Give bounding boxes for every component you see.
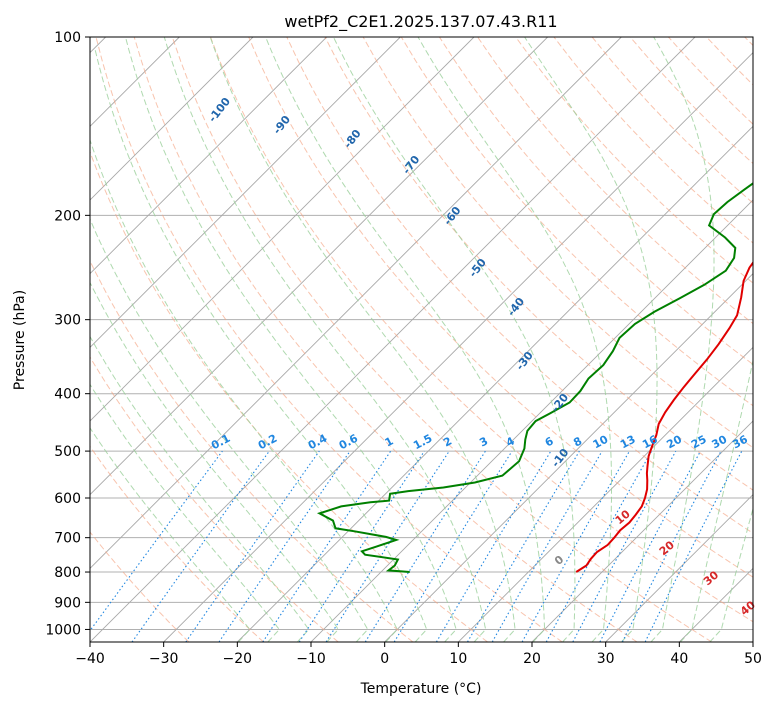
moist-adiabat-24 (332, 37, 576, 642)
y-tick-label: 800 (54, 565, 81, 581)
mixing-ratio-line-13 (521, 450, 630, 642)
x-axis-label: Temperature (°C) (360, 681, 482, 697)
y-tick-label: 700 (54, 531, 81, 547)
dry-adiabat-50 (210, 37, 753, 623)
moist-adiabat-0 (90, 138, 398, 642)
mixing-ratio-line-4 (393, 450, 513, 642)
isotherm--90 (90, 37, 327, 275)
x-axis: −40 −30 −20 −10 0 10 20 30 40 50 (75, 642, 762, 667)
y-tick-label: 200 (54, 208, 81, 224)
x-tick-label: 50 (744, 651, 762, 667)
mixing-ratio-line-1.5 (298, 450, 425, 642)
y-axis: 100 200 300 400 500 600 700 800 900 1000 (45, 30, 90, 638)
mixing-ratio-line-1 (262, 450, 392, 642)
moist-adiabat-36 (650, 37, 715, 642)
dry-adiabat-0 (90, 259, 414, 642)
moist-adiabat-4 (94, 49, 428, 642)
isotherm--30 (163, 52, 753, 642)
x-tick-label: 20 (523, 651, 541, 667)
mixing-ratio-label: 13 (618, 433, 638, 452)
mixing-ratio-line-20 (572, 450, 677, 642)
moist-adiabat--4 (90, 217, 369, 642)
temperature-line (575, 261, 753, 573)
moist-adiabat-12 (163, 37, 487, 642)
profile-lines (316, 182, 753, 573)
isotherm-30 (605, 494, 753, 642)
isotherm--40 (90, 37, 696, 642)
mixing-ratio-line-0.1 (90, 450, 223, 632)
y-tick-label: 900 (54, 595, 81, 611)
chart-title: wetPf2_C2E1.2025.137.07.43.R11 (284, 12, 557, 32)
moist-adiabat-20 (265, 37, 546, 642)
mixing-ratio-label: 36 (730, 433, 750, 452)
skewed-isotherms (90, 37, 753, 642)
dewpoint-line (316, 182, 753, 573)
dry-adiabat-40 (171, 37, 712, 642)
mixing-ratio-line-0.4 (185, 450, 320, 642)
moist-adiabats (90, 37, 753, 642)
mixing-ratio-label: 20 (664, 433, 684, 452)
y-tick-label: 400 (54, 387, 81, 403)
y-tick-label: 100 (54, 30, 81, 46)
moist-adiabat--12 (90, 335, 310, 642)
mixing-ratio-line-0.2 (131, 450, 270, 642)
mixing-ratio-label: 30 (710, 433, 730, 452)
y-axis-label: Pressure (hPa) (12, 290, 28, 390)
x-tick-label: −20 (223, 651, 253, 667)
moist-adiabat--8 (90, 281, 339, 642)
y-tick-label: 500 (54, 444, 81, 460)
mixing-ratio-line-2 (325, 450, 450, 642)
x-tick-label: −30 (149, 651, 179, 667)
moist-adiabat-32 (524, 37, 658, 642)
dry-adiabat-110 (438, 37, 753, 366)
mixing-ratio-label: 10 (591, 433, 611, 452)
isotherm--80 (90, 37, 401, 348)
isotherm-0 (384, 273, 753, 642)
mixing-ratio-line-0.6 (218, 450, 351, 642)
moist-adiabat--20 (90, 427, 251, 642)
isotherm-10 (458, 346, 753, 642)
dry-adiabat-20 (95, 37, 563, 642)
mixing-ratio-label: 16 (640, 433, 660, 452)
isotherm--20 (237, 125, 753, 642)
isobar-gridlines (90, 37, 753, 630)
dry-adiabat-70 (286, 37, 753, 534)
moist-adiabat-16 (209, 37, 516, 642)
x-tick-label: −10 (296, 651, 326, 667)
moist-adiabat--16 (90, 383, 281, 642)
x-tick-label: 40 (670, 651, 688, 667)
moist-adiabat-28 (417, 37, 612, 642)
y-tick-label: 300 (54, 313, 81, 329)
plot-frame (89, 36, 754, 643)
moist-adiabat-8 (125, 37, 457, 642)
isotherm--100 (90, 37, 254, 201)
plot-background (90, 37, 753, 642)
mixing-ratio-line-36 (644, 450, 743, 642)
dry-adiabat-100 (400, 37, 753, 407)
x-tick-label: −40 (75, 651, 105, 667)
y-tick-label: 1000 (45, 622, 81, 638)
dry-adiabats (90, 37, 753, 642)
dry-adiabat-10 (90, 150, 488, 642)
dry-adiabat--20 (90, 445, 264, 642)
isotherm-50 (752, 641, 753, 642)
x-tick-label: 30 (597, 651, 615, 667)
y-tick-label: 600 (54, 491, 81, 507)
dry-adiabat-30 (133, 37, 638, 642)
isotherm--50 (90, 37, 622, 569)
dry-adiabat-60 (248, 37, 753, 578)
dry-adiabat-130 (515, 37, 753, 284)
x-tick-label: 10 (449, 651, 467, 667)
isotherm--70 (90, 37, 475, 422)
isotherm--60 (90, 37, 548, 496)
isotherm-20 (531, 420, 753, 642)
dry-adiabat--10 (90, 356, 339, 642)
x-tick-label: 0 (380, 651, 389, 667)
dry-adiabat--30 (90, 531, 190, 642)
mixing-ratio-label: 25 (689, 433, 709, 452)
